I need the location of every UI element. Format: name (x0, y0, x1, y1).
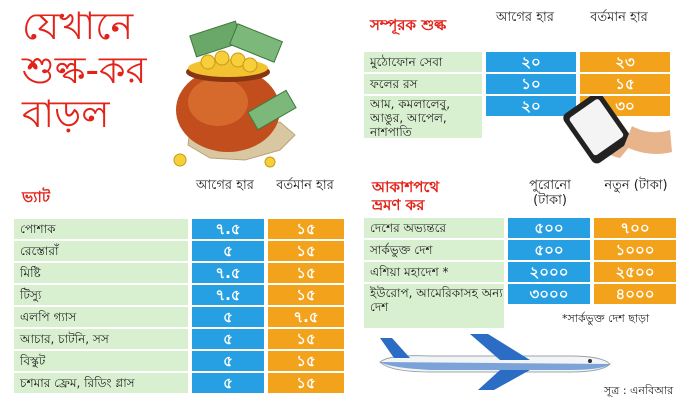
curr-rate: ১৫ (268, 285, 344, 305)
row-label: পোশাক (14, 219, 188, 239)
footnote: *সার্কভুক্ত দেশ ছাড়া (562, 312, 650, 325)
prev-amount: ২০০০ (508, 262, 590, 282)
curr-amount: ৭০০ (594, 218, 676, 238)
row-label: দেশের অভ্যন্তরে (364, 218, 504, 238)
curr-rate: ১৫ (268, 263, 344, 283)
headline-line-1: যেখানে (22, 4, 134, 48)
row-label: ইউরোপ, আমেরিকাসহ অন্য দেশ (370, 286, 503, 314)
supplementary-title: সম্পূরক শুল্ক (370, 16, 447, 34)
table-row: পোশাক ৭.৫ ১৫ (14, 219, 348, 239)
prev-rate: ৫ (192, 307, 264, 327)
prev-rate: ৫ (192, 241, 264, 261)
table-row: ফলের রস ১০ ১৫ (364, 74, 674, 94)
table-row: এশিয়া মহাদেশ * ২০০০ ২৫০০ (364, 262, 678, 282)
curr-rate: ১৫ (268, 351, 344, 371)
vat-title: ভ্যাট (22, 188, 51, 206)
curr-amount: ২৫০০ (594, 262, 676, 282)
row-label: বিস্কুট (14, 351, 188, 371)
row-label: মিষ্টি (14, 263, 188, 283)
vat-col-prev: আগের হার (196, 178, 254, 193)
prev-amount: ৫০০ (508, 218, 590, 238)
source-credit: সূত্র : এনবিআর (604, 384, 674, 397)
table-row: সার্কভুক্ত দেশ ৫০০ ১০০০ (364, 240, 678, 260)
air-title-line-2: ভ্রমণ কর (372, 196, 425, 214)
curr-amount: ৪০০০ (594, 284, 676, 304)
curr-rate: ৭.৫ (268, 307, 344, 327)
prev-rate: ৫ (192, 351, 264, 371)
curr-rate: ১৫ (580, 74, 670, 94)
table-row: মিষ্টি ৭.৫ ১৫ (14, 263, 348, 283)
vat-col-curr: বর্তমান হার (276, 178, 334, 193)
prev-rate: ২০ (486, 52, 576, 72)
row-label: টিস্যু (14, 285, 188, 305)
table-row: রেস্তোরাঁ ৫ ১৫ (14, 241, 348, 261)
prev-rate: ৫ (192, 373, 264, 393)
curr-rate: ১৫ (268, 241, 344, 261)
prev-amount: ৩০০০ (508, 284, 590, 304)
table-row: দেশের অভ্যন্তরে ৫০০ ৭০০ (364, 218, 678, 238)
prev-rate: ৫ (192, 329, 264, 349)
table-row: চশমার ফ্রেম, রিডিং গ্লাস ৫ ১৫ (14, 373, 348, 393)
supplementary-col-curr: বর্তমান হার (590, 10, 648, 25)
row-label: রেস্তোরাঁ (14, 241, 188, 261)
table-row: বিস্কুট ৫ ১৫ (14, 351, 348, 371)
table-row: এলপি গ্যাস ৫ ৭.৫ (14, 307, 348, 327)
curr-amount: ১০০০ (594, 240, 676, 260)
prev-amount: ৫০০ (508, 240, 590, 260)
row-label: এলপি গ্যাস (14, 307, 188, 327)
airplane-icon (379, 334, 611, 390)
row-label: আম, কমলালেবু, আঙুর, আপেল, নাশপাতি (370, 97, 451, 139)
curr-rate: ১৫ (268, 329, 344, 349)
prev-rate: ১০ (486, 74, 576, 94)
money-pot-icon (173, 20, 297, 168)
air-col-prev: পুরোনো (টাকা) (529, 178, 571, 208)
supplementary-col-prev: আগের হার (496, 10, 554, 25)
curr-rate: ১৫ (268, 373, 344, 393)
air-col-curr: নতুন (টাকা) (604, 178, 668, 193)
row-label: ফলের রস (364, 74, 482, 94)
curr-rate: ১৫ (268, 219, 344, 239)
curr-rate: ২৩ (580, 52, 670, 72)
smartphone-icon (563, 96, 672, 164)
row-label-bg (364, 96, 482, 138)
headline-line-3: বাড়ল (22, 92, 110, 136)
row-label: এশিয়া মহাদেশ * (364, 262, 504, 282)
table-row: মুঠোফোন সেবা ২০ ২৩ (364, 52, 674, 72)
prev-rate: ৭.৫ (192, 219, 264, 239)
row-label: আচার, চাটনি, সস (14, 329, 188, 349)
row-label: মুঠোফোন সেবা (364, 52, 482, 72)
prev-rate: ২০ (486, 96, 576, 116)
prev-rate: ৭.৫ (192, 285, 264, 305)
headline-line-2: শুল্ক-কর (22, 48, 147, 92)
table-row: টিস্যু ৭.৫ ১৫ (14, 285, 348, 305)
air-title-line-1: আকাশপথে (372, 178, 440, 196)
prev-rate: ৭.৫ (192, 263, 264, 283)
row-label: সার্কভুক্ত দেশ (364, 240, 504, 260)
row-label: চশমার ফ্রেম, রিডিং গ্লাস (14, 373, 188, 393)
table-row: আচার, চাটনি, সস ৫ ১৫ (14, 329, 348, 349)
row-label-bg (364, 284, 504, 328)
